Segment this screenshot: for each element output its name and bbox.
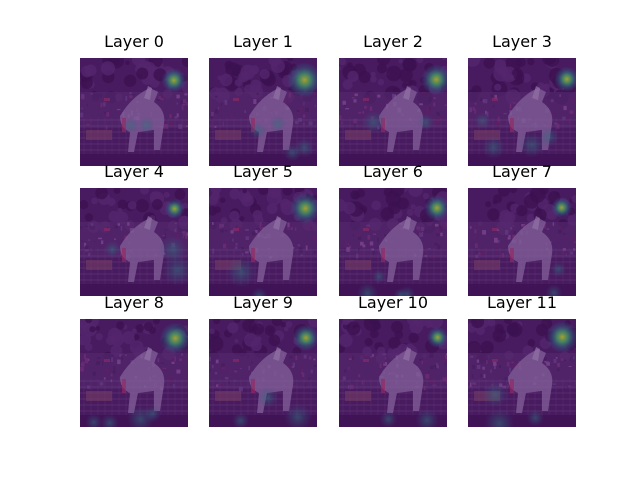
attention-heatmap-image: [209, 188, 317, 296]
panel-layer-2: Layer 2: [339, 32, 447, 166]
panel-layer-6: Layer 6: [339, 162, 447, 296]
panel-title: Layer 2: [363, 32, 423, 51]
panel-title: Layer 0: [104, 32, 164, 51]
attention-heatmap-image: [80, 58, 188, 166]
panel-title: Layer 3: [492, 32, 552, 51]
attention-heatmap-image: [339, 188, 447, 296]
attention-heatmap-image: [339, 319, 447, 427]
attention-heatmap-image: [468, 58, 576, 166]
panel-title: Layer 5: [233, 162, 293, 181]
panel-title: Layer 8: [104, 293, 164, 312]
attention-heatmap-image: [209, 319, 317, 427]
panel-title: Layer 11: [486, 293, 558, 312]
attention-heatmap-image: [468, 319, 576, 427]
panel-layer-10: Layer 10: [339, 293, 447, 427]
panel-title: Layer 6: [363, 162, 423, 181]
attention-heatmap-image: [209, 58, 317, 166]
attention-heatmap-image: [80, 319, 188, 427]
panel-title: Layer 10: [357, 293, 429, 312]
attention-heatmap-image: [80, 188, 188, 296]
panel-layer-4: Layer 4: [80, 162, 188, 296]
panel-layer-8: Layer 8: [80, 293, 188, 427]
panel-layer-5: Layer 5: [209, 162, 317, 296]
attention-heatmap-image: [468, 188, 576, 296]
panel-layer-11: Layer 11: [468, 293, 576, 427]
panel-layer-7: Layer 7: [468, 162, 576, 296]
panel-layer-0: Layer 0: [80, 32, 188, 166]
panel-title: Layer 4: [104, 162, 164, 181]
panel-layer-1: Layer 1: [209, 32, 317, 166]
panel-title: Layer 7: [492, 162, 552, 181]
panel-layer-9: Layer 9: [209, 293, 317, 427]
panel-title: Layer 1: [233, 32, 293, 51]
panel-layer-3: Layer 3: [468, 32, 576, 166]
attention-heatmap-image: [339, 58, 447, 166]
panel-title: Layer 9: [233, 293, 293, 312]
